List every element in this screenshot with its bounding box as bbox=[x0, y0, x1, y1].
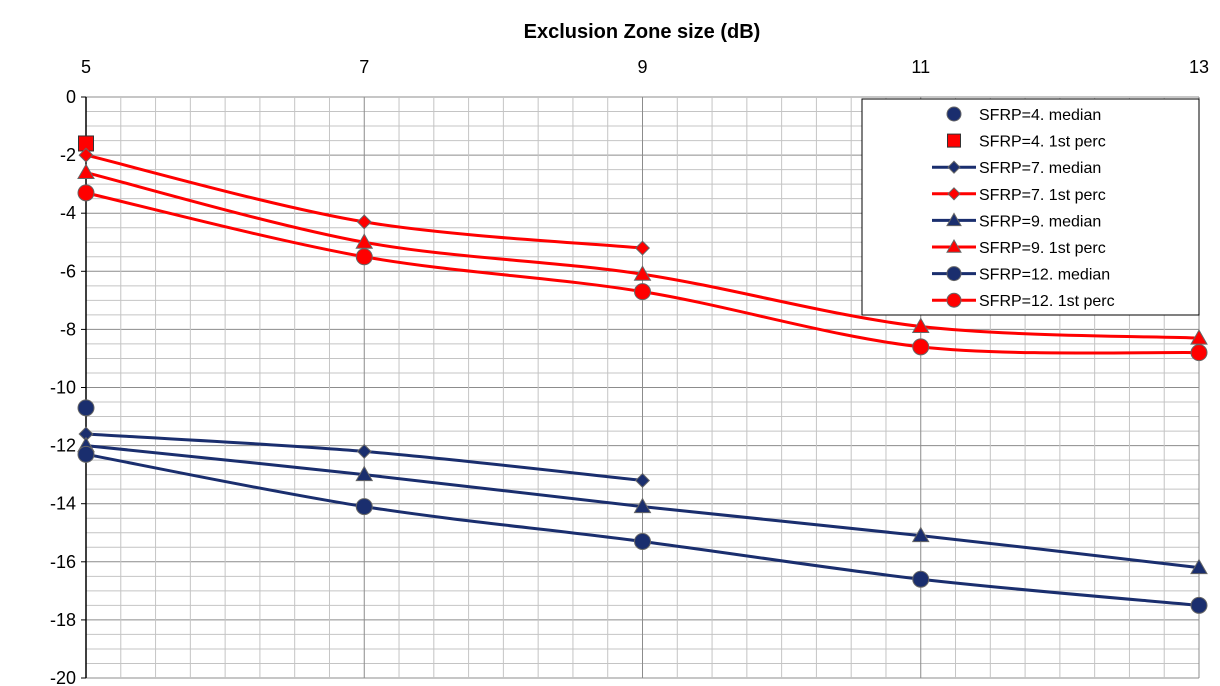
legend-label: SFRP=12. 1st perc bbox=[979, 293, 1115, 310]
legend-label: SFRP=9. median bbox=[979, 213, 1101, 230]
y-tick-label: -20 bbox=[50, 668, 76, 686]
legend-label: SFRP=12. median bbox=[979, 267, 1110, 284]
series-sfrp-12-median bbox=[77, 445, 1208, 614]
data-point bbox=[634, 532, 651, 550]
data-point bbox=[77, 399, 95, 417]
legend-item: SFRP=9. median bbox=[932, 212, 1101, 230]
data-point bbox=[77, 163, 95, 180]
legend-marker bbox=[946, 238, 962, 253]
y-tick-label: -8 bbox=[60, 319, 76, 339]
series-sfrp-7-1st-perc bbox=[78, 147, 651, 256]
legend-item: SFRP=12. 1st perc bbox=[932, 292, 1115, 310]
legend-item: SFRP=7. median bbox=[932, 160, 1101, 177]
data-point bbox=[633, 497, 652, 514]
data-point bbox=[634, 240, 651, 256]
legend-label: SFRP=4. 1st perc bbox=[979, 134, 1106, 151]
series-layer bbox=[77, 135, 1208, 614]
x-tick-label: 5 bbox=[81, 57, 91, 77]
series-sfrp-4-median bbox=[77, 399, 95, 417]
data-point bbox=[1190, 558, 1208, 575]
data-point bbox=[356, 443, 372, 459]
data-point bbox=[355, 465, 374, 482]
legend-marker bbox=[947, 187, 961, 201]
legend-item: SFRP=4. 1st perc bbox=[947, 133, 1106, 151]
data-point bbox=[1190, 329, 1208, 345]
legend-marker bbox=[946, 212, 962, 227]
data-point bbox=[355, 233, 374, 249]
legend-item: SFRP=7. 1st perc bbox=[932, 187, 1106, 204]
y-tick-label: -10 bbox=[50, 378, 76, 398]
legend-item: SFRP=4. median bbox=[946, 106, 1101, 124]
data-point bbox=[912, 338, 930, 356]
x-tick-label: 7 bbox=[359, 57, 369, 77]
data-point bbox=[911, 526, 930, 543]
y-tick-label: -12 bbox=[50, 436, 76, 456]
x-tick-label: 11 bbox=[911, 57, 930, 77]
data-point bbox=[633, 265, 652, 281]
chart-title: Exclusion Zone size (dB) bbox=[524, 21, 761, 43]
data-point bbox=[1190, 596, 1208, 614]
y-tick-label: -18 bbox=[50, 610, 76, 630]
x-tick-label: 9 bbox=[637, 57, 647, 77]
data-point bbox=[1190, 344, 1208, 362]
data-point bbox=[911, 317, 930, 333]
y-tick-label: -6 bbox=[60, 261, 76, 281]
series-sfrp-12-1st-perc bbox=[77, 184, 1208, 362]
data-point bbox=[77, 445, 95, 463]
legend-item: SFRP=9. 1st perc bbox=[932, 238, 1106, 257]
legend-marker bbox=[946, 106, 962, 122]
legend-marker bbox=[946, 266, 962, 282]
legend-label: SFRP=7. 1st perc bbox=[979, 187, 1106, 204]
data-point bbox=[355, 248, 373, 266]
y-tick-label: 0 bbox=[66, 87, 76, 107]
y-tick-label: -2 bbox=[60, 145, 76, 165]
data-point bbox=[77, 184, 95, 202]
legend-label: SFRP=4. median bbox=[979, 107, 1101, 124]
data-point bbox=[634, 283, 651, 301]
data-point bbox=[634, 472, 651, 488]
series-sfrp-9-median bbox=[77, 436, 1208, 575]
data-point bbox=[355, 498, 373, 516]
legend: SFRP=4. median SFRP=4. 1st perc SFRP=7. me… bbox=[861, 98, 1200, 316]
x-tick-label: 13 bbox=[1189, 57, 1209, 77]
series-sfrp-7-median bbox=[78, 426, 651, 488]
legend-label: SFRP=7. median bbox=[979, 160, 1101, 177]
legend-box bbox=[861, 98, 1200, 316]
legend-marker bbox=[946, 292, 962, 308]
axes: 0 -2 -4 -6 -8 -10 -12 -14 -16 -18 -20 5 7 9 11 13 bbox=[50, 57, 1209, 686]
y-tick-label: -4 bbox=[60, 203, 76, 223]
data-point bbox=[78, 147, 94, 163]
legend-marker bbox=[947, 160, 961, 174]
y-tick-label: -14 bbox=[50, 494, 76, 514]
legend-marker bbox=[947, 133, 961, 148]
legend-item: SFRP=12. median bbox=[932, 266, 1110, 284]
series-sfrp-9-1st-perc bbox=[77, 163, 1208, 345]
data-point bbox=[356, 214, 372, 230]
legend-label: SFRP=9. 1st perc bbox=[979, 240, 1106, 257]
y-tick-label: -16 bbox=[50, 552, 76, 572]
data-point bbox=[912, 570, 930, 588]
